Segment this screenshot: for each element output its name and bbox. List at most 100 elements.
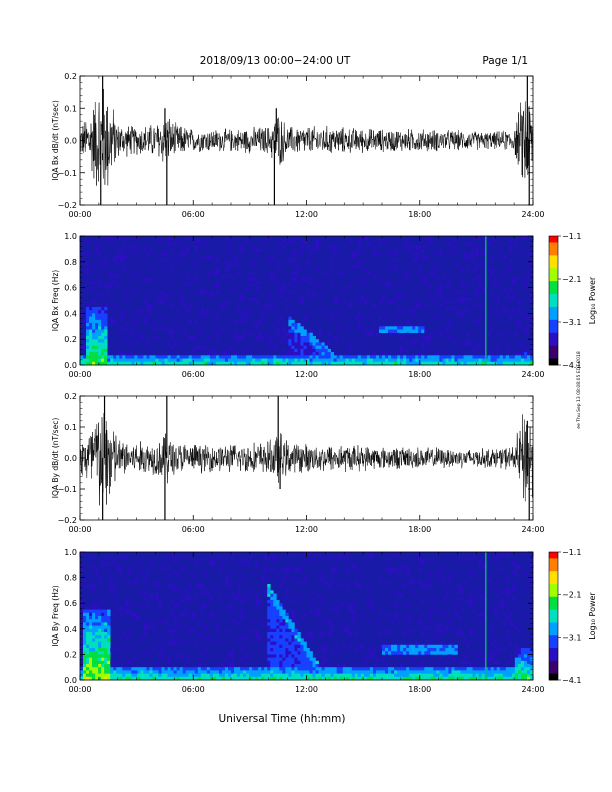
spectrogram-cell: [487, 667, 492, 671]
spectrogram-cell: [215, 258, 220, 263]
spectrogram-cell: [318, 348, 322, 353]
spectrogram-cell: [303, 651, 307, 655]
spectrogram-cell: [270, 335, 274, 340]
spectrogram-cell: [194, 561, 199, 566]
spectrogram-cell: [83, 319, 87, 324]
colorbar-step: [549, 287, 558, 291]
spectrogram-cell: [107, 651, 111, 655]
spectrogram-cell: [400, 361, 404, 366]
y-tick-label: 0.6: [64, 599, 77, 608]
spectrogram-cell: [155, 584, 159, 588]
spectrogram-cell: [415, 676, 419, 681]
colorbar-step: [549, 242, 558, 245]
spectrogram-cell: [333, 252, 337, 256]
spectrogram-cell: [185, 657, 190, 662]
spectrogram-cell: [231, 571, 235, 575]
spectrogram-cell: [164, 676, 168, 681]
spectrogram-cell: [375, 358, 380, 363]
spectrogram-cell: [493, 644, 498, 649]
spectrogram-cell: [95, 571, 99, 575]
spectrogram-cell: [240, 609, 244, 614]
spectrogram-cell: [481, 355, 485, 359]
spectrogram-cell: [215, 268, 220, 272]
spectrogram-cell: [294, 673, 298, 678]
spectrogram-cell: [264, 676, 268, 681]
spectrogram-cell: [267, 654, 271, 658]
spectrogram-cell: [427, 644, 431, 649]
spectrogram-cell: [270, 632, 274, 636]
spectrogram-cell: [246, 355, 250, 359]
colorbar-step: [549, 552, 558, 555]
spectrogram-cell: [209, 673, 214, 678]
spectrogram-cell: [460, 670, 464, 674]
spectrogram-cell: [83, 361, 87, 366]
spectrogram-cell: [92, 667, 96, 671]
spectrogram-cell: [520, 342, 525, 346]
spectrogram-cell: [89, 355, 93, 359]
spectrogram-cell: [80, 355, 84, 359]
spectrogram-cell: [101, 635, 105, 639]
spectrogram-cell: [309, 660, 313, 665]
spectrogram-cell: [496, 358, 501, 363]
spectrogram-cell: [131, 358, 135, 363]
spectrogram-cell: [366, 596, 371, 601]
spectrogram-cell: [382, 310, 386, 314]
spectrogram-cell: [243, 361, 247, 366]
spectrogram-cell: [119, 326, 123, 330]
colorbar-tick-label: −1.1: [562, 232, 581, 241]
spectrogram-cell: [101, 268, 105, 272]
spectrogram-cell: [173, 622, 177, 626]
spectrogram-cell: [403, 239, 407, 243]
spectrogram-cell: [366, 271, 371, 275]
spectrogram-cell: [191, 612, 196, 617]
spectrogram-cell: [140, 673, 144, 678]
spectrogram-cell: [182, 673, 186, 678]
colorbar-step: [549, 643, 558, 647]
spectrogram-cell: [128, 361, 132, 366]
spectrogram-cell: [448, 335, 452, 340]
spectrogram-cell: [318, 625, 322, 630]
spectrogram-cell: [324, 676, 328, 681]
spectrogram-cell: [526, 261, 531, 266]
spectrogram-cell: [176, 676, 180, 681]
spectrogram-cell: [333, 667, 337, 671]
spectrogram-cell: [315, 242, 319, 246]
spectrogram-cell: [526, 673, 531, 678]
spectrogram-cell: [460, 632, 464, 636]
spectrogram-cell: [149, 310, 153, 314]
spectrogram-cell: [279, 654, 283, 658]
spectrogram-cell: [95, 632, 99, 636]
spectrogram-cell: [294, 345, 298, 350]
spectrogram-cell: [529, 294, 534, 298]
spectrogram-cell: [98, 625, 102, 630]
spectrogram-cell: [227, 603, 232, 607]
colorbar-step: [549, 618, 558, 621]
spectrogram-cell: [436, 329, 440, 334]
spectrogram-cell: [514, 673, 519, 678]
spectrogram-cell: [511, 584, 516, 588]
spectrogram-cell: [249, 555, 253, 559]
spectrogram-cell: [339, 676, 344, 681]
spectrogram-cell: [197, 667, 202, 671]
spectrogram-cell: [267, 294, 271, 298]
spectrogram-cell: [526, 660, 531, 665]
spectrogram-cell: [306, 676, 310, 681]
x-tick-label: 00:00: [68, 370, 91, 379]
spectrogram-cell: [270, 300, 274, 305]
spectrogram-cell: [448, 574, 452, 578]
spectrogram-cell: [372, 303, 377, 308]
spectrogram-cell: [95, 245, 99, 250]
spectrogram-cell: [104, 676, 108, 681]
spectrogram-cell: [104, 625, 108, 630]
spectrogram-cell: [179, 361, 183, 366]
spectrogram-cell: [478, 612, 482, 617]
spectrogram-cell: [466, 361, 470, 366]
spectrogram-cell: [240, 313, 244, 317]
spectrogram-cell: [529, 600, 534, 604]
spectrogram-cell: [276, 265, 280, 269]
spectrogram-cell: [448, 577, 452, 582]
spectrogram-cell: [276, 664, 280, 668]
spectrogram-cell: [279, 648, 283, 652]
spectrogram-cell: [107, 619, 111, 623]
